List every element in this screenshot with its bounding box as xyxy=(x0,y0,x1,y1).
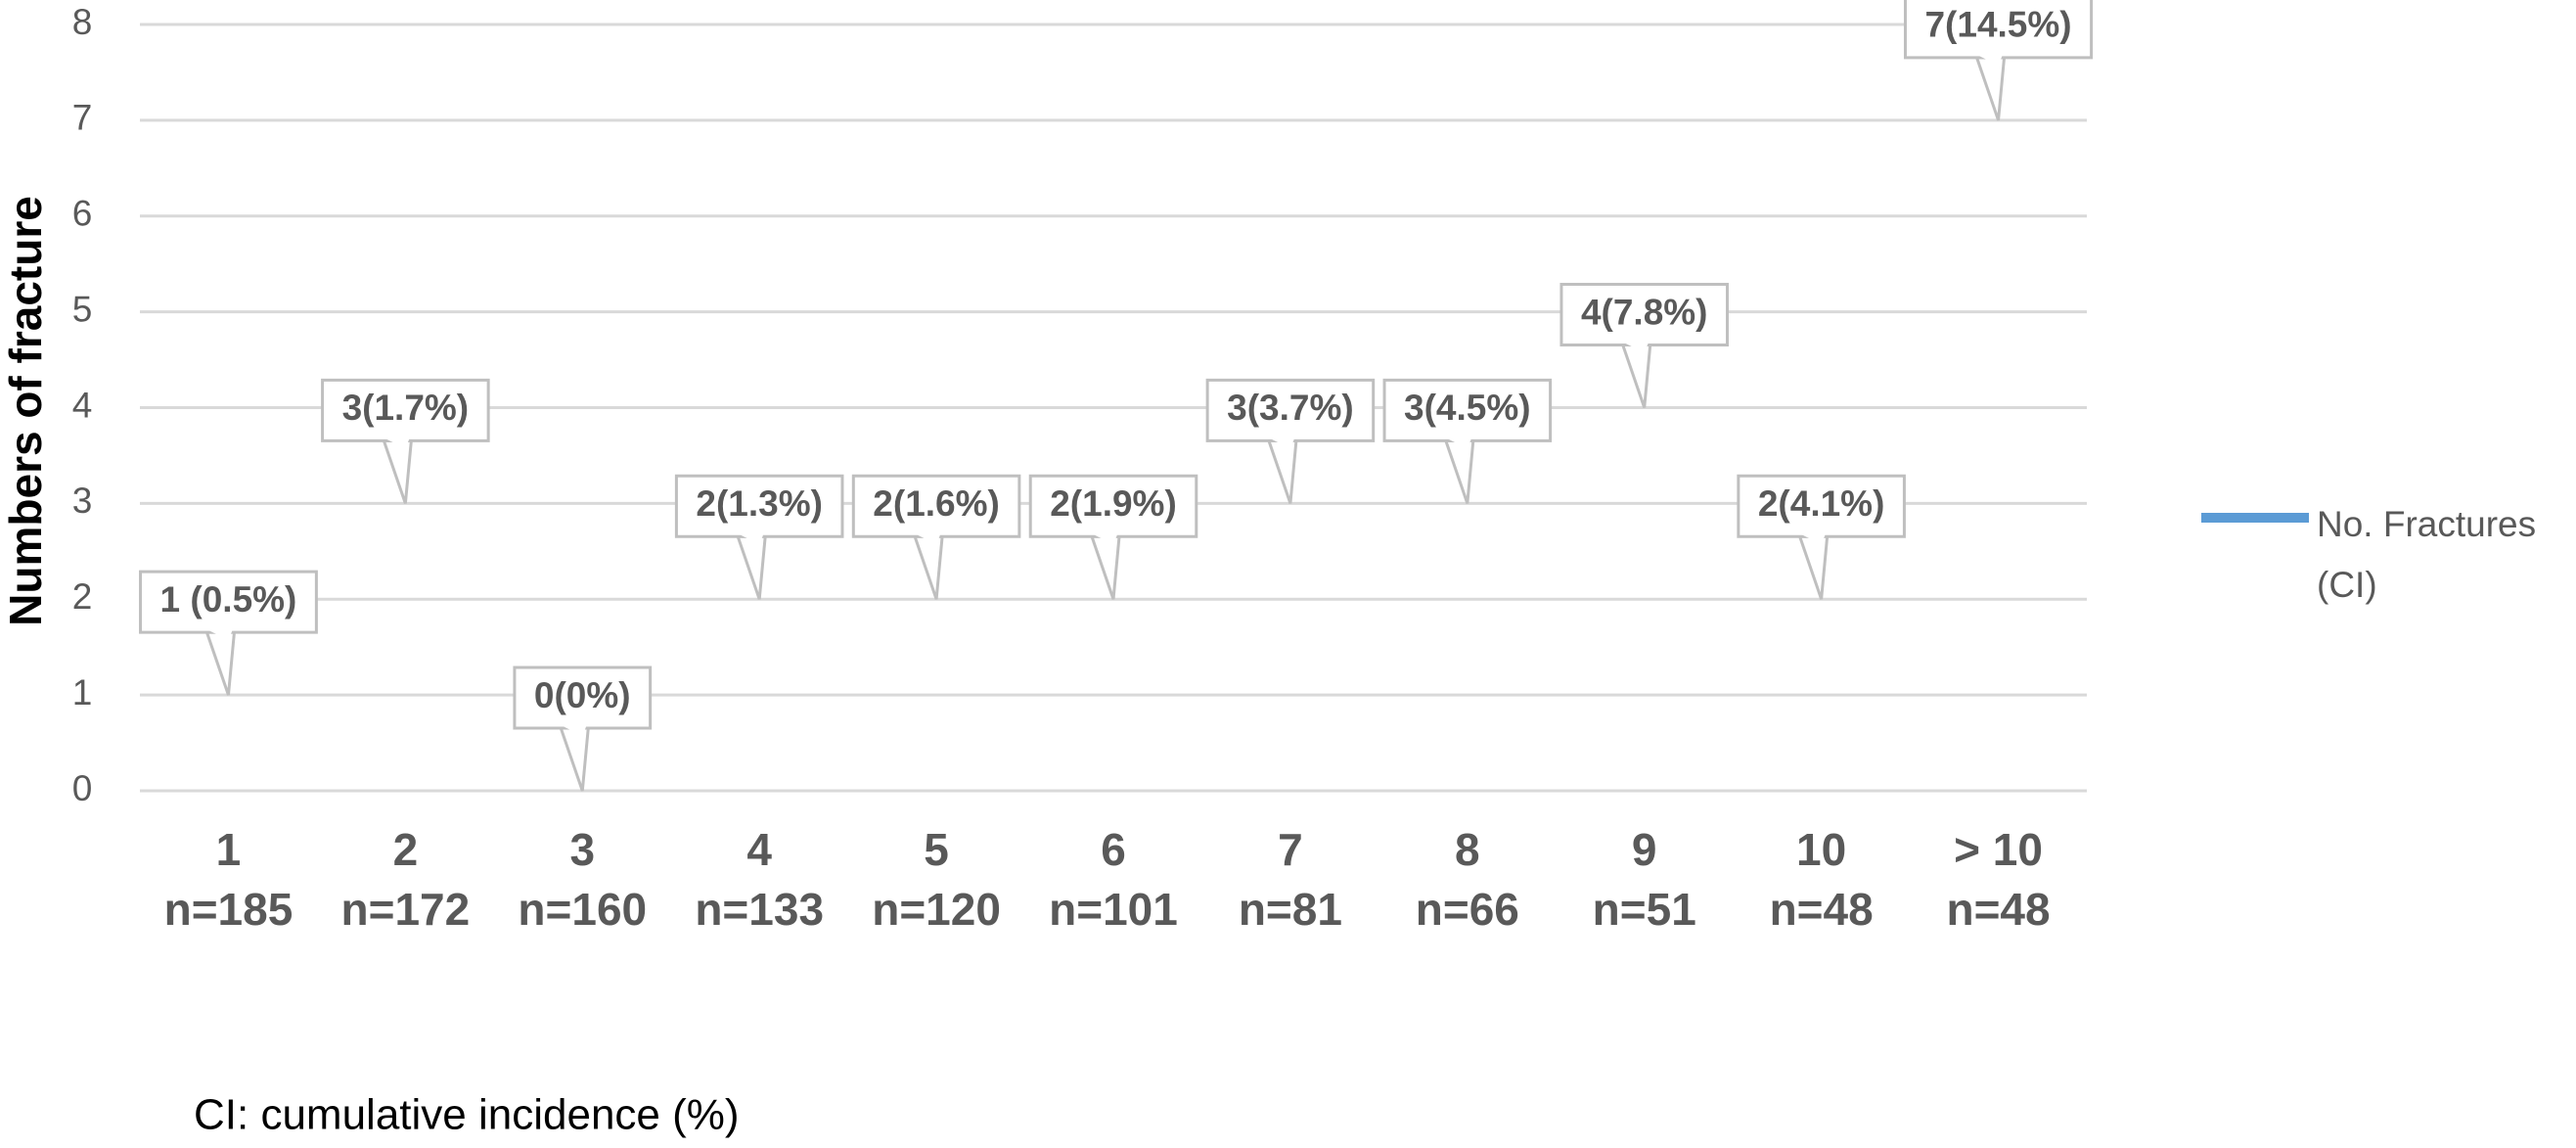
callout-pointer-cover xyxy=(1624,343,1649,353)
callout-pointer xyxy=(382,438,414,504)
x-tick-label: 2 xyxy=(393,824,419,875)
callout-pointer-cover xyxy=(1801,534,1826,545)
x-tick-label: 6 xyxy=(1101,824,1126,875)
y-tick-label: 3 xyxy=(72,481,93,521)
x-tick-label: 4 xyxy=(746,824,772,875)
callout-pointer-cover xyxy=(563,726,587,736)
x-tick-label: 7 xyxy=(1278,824,1303,875)
x-tick-label: > 10 xyxy=(1954,824,2043,875)
callout-pointer xyxy=(912,534,944,600)
callout-pointer xyxy=(1089,534,1121,600)
data-label: 3(4.5%) xyxy=(1382,378,1553,504)
callout-box xyxy=(321,378,490,442)
data-label: 3(3.7%) xyxy=(1205,378,1376,504)
callout-box xyxy=(1903,0,2094,60)
x-tick-label: 3 xyxy=(569,824,595,875)
callout-pointer xyxy=(204,630,237,696)
y-tick-label: 0 xyxy=(72,768,93,808)
callout-box xyxy=(1028,474,1198,538)
x-tick-sublabel: n=48 xyxy=(1770,884,1874,935)
x-tick-sublabel: n=48 xyxy=(1946,884,2050,935)
legend-label: No. Fractures (CI) xyxy=(2317,504,2537,605)
callout-pointer xyxy=(559,726,590,792)
y-tick-label: 4 xyxy=(72,385,93,425)
data-label: 7(14.5%) xyxy=(1903,0,2094,121)
callout-pointer-cover xyxy=(385,438,410,449)
data-label-text: 3(4.5%) xyxy=(1404,388,1531,428)
x-tick-sublabel: n=66 xyxy=(1416,884,1519,935)
y-tick-label: 1 xyxy=(72,672,93,712)
data-label-text: 3(3.7%) xyxy=(1227,388,1354,428)
data-label-text: 7(14.5%) xyxy=(1924,5,2071,45)
y-tick-label: 5 xyxy=(72,289,93,329)
callout-box xyxy=(1382,378,1553,442)
callout-pointer-cover xyxy=(740,534,764,545)
x-tick-sublabel: n=81 xyxy=(1239,884,1342,935)
data-label-text: 2(4.1%) xyxy=(1758,483,1885,524)
callout-pointer-cover xyxy=(1270,438,1294,449)
data-label-text: 1 (0.5%) xyxy=(160,579,297,620)
callout-pointer xyxy=(1620,344,1652,408)
y-tick-label: 7 xyxy=(72,98,93,138)
callout-pointer-cover xyxy=(917,534,941,545)
data-label: 2(1.9%) xyxy=(1028,474,1198,600)
callout-pointer-cover xyxy=(1447,438,1471,449)
data-label-text: 2(1.6%) xyxy=(873,483,1000,524)
callout-pointer xyxy=(1443,438,1475,504)
x-tick-sublabel: n=101 xyxy=(1049,884,1178,935)
data-label: 3(1.7%) xyxy=(321,378,490,504)
x-tick-sublabel: n=185 xyxy=(164,884,294,935)
callout-pointer-cover xyxy=(1978,55,2003,66)
data-label: 4(7.8%) xyxy=(1559,283,1730,408)
data-label-text: 0(0%) xyxy=(534,675,631,715)
data-label: 2(1.3%) xyxy=(674,474,844,600)
callout-pointer xyxy=(736,534,767,600)
callout-box xyxy=(851,474,1021,538)
callout-pointer-cover xyxy=(208,630,233,641)
y-tick-label: 6 xyxy=(72,194,93,234)
footnote: CI: cumulative incidence (%) xyxy=(194,1091,740,1139)
data-label-text: 4(7.8%) xyxy=(1581,292,1708,332)
x-tick-label: 5 xyxy=(924,824,949,875)
y-tick-label: 2 xyxy=(72,576,93,617)
data-label: 2(4.1%) xyxy=(1737,474,1906,600)
x-tick-label: 10 xyxy=(1796,824,1846,875)
x-tick-sublabel: n=160 xyxy=(518,884,647,935)
x-tick-sublabel: n=172 xyxy=(341,884,471,935)
data-label-text: 2(1.3%) xyxy=(696,483,823,524)
callout-pointer xyxy=(1266,438,1298,504)
data-label: 1 (0.5%) xyxy=(139,570,318,696)
callout-pointer xyxy=(1797,534,1830,600)
x-tick-sublabel: n=51 xyxy=(1593,884,1696,935)
x-tick-sublabel: n=133 xyxy=(695,884,824,935)
x-tick-label: 8 xyxy=(1455,824,1480,875)
data-label: 2(1.6%) xyxy=(851,474,1021,600)
data-label-text: 3(1.7%) xyxy=(342,388,470,428)
x-tick-label: 9 xyxy=(1632,824,1657,875)
y-axis-title: Numbers of fracture xyxy=(0,196,51,626)
x-tick-sublabel: n=120 xyxy=(872,884,1001,935)
callout-box xyxy=(139,570,318,634)
x-tick-label: 1 xyxy=(216,824,242,875)
y-tick-label: 8 xyxy=(72,2,93,42)
callout-box xyxy=(1205,378,1376,442)
data-label-text: 2(1.9%) xyxy=(1050,483,1177,524)
callout-pointer-cover xyxy=(1094,534,1117,545)
callout-pointer xyxy=(1974,56,2007,121)
callout-box xyxy=(1559,283,1730,346)
data-label: 0(0%) xyxy=(513,666,653,792)
